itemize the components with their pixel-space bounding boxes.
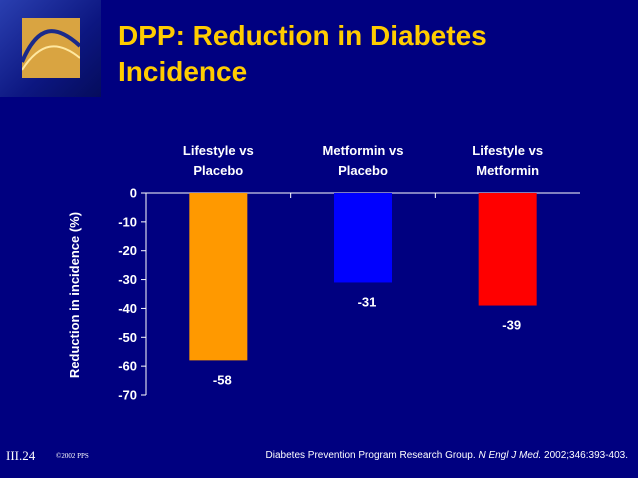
copyright-text: ©2002 PPS <box>56 452 89 460</box>
y-tick-label: -70 <box>118 388 137 403</box>
category-label: Metformin <box>476 163 539 178</box>
data-label: -31 <box>358 294 377 309</box>
bar <box>189 193 248 361</box>
category-label: Placebo <box>193 163 243 178</box>
slide-number: III.24 <box>6 448 36 463</box>
slide-title-line2: Incidence <box>118 56 248 87</box>
citation-ref: 2002;346:393-403. <box>541 450 628 461</box>
category-label: Placebo <box>338 163 388 178</box>
citation-journal: N Engl J Med. <box>478 450 542 461</box>
slide-title-line1: DPP: Reduction in Diabetes <box>118 20 487 51</box>
bar <box>334 193 392 283</box>
y-tick-label: -50 <box>118 330 137 345</box>
citation-authors: Diabetes Prevention Program Research Gro… <box>265 450 479 461</box>
y-tick-label: -10 <box>118 214 137 229</box>
citation: Diabetes Prevention Program Research Gro… <box>266 450 628 461</box>
y-tick-label: -20 <box>118 243 137 258</box>
y-axis-label: Reduction in incidence (%) <box>67 212 82 378</box>
logo <box>0 0 101 97</box>
y-tick-label: 0 <box>130 186 137 201</box>
bar <box>478 193 537 306</box>
category-label: Metformin vs <box>323 143 404 158</box>
y-tick-label: -40 <box>118 301 137 316</box>
category-label: Lifestyle vs <box>472 143 543 158</box>
data-label: -58 <box>213 372 232 387</box>
data-label: -39 <box>502 318 521 333</box>
logo-curve-icon <box>22 18 80 78</box>
slide-title: DPP: Reduction in Diabetes Incidence <box>118 18 628 90</box>
category-label: Lifestyle vs <box>183 143 254 158</box>
y-tick-label: -60 <box>118 359 137 374</box>
y-tick-label: -30 <box>118 272 137 287</box>
